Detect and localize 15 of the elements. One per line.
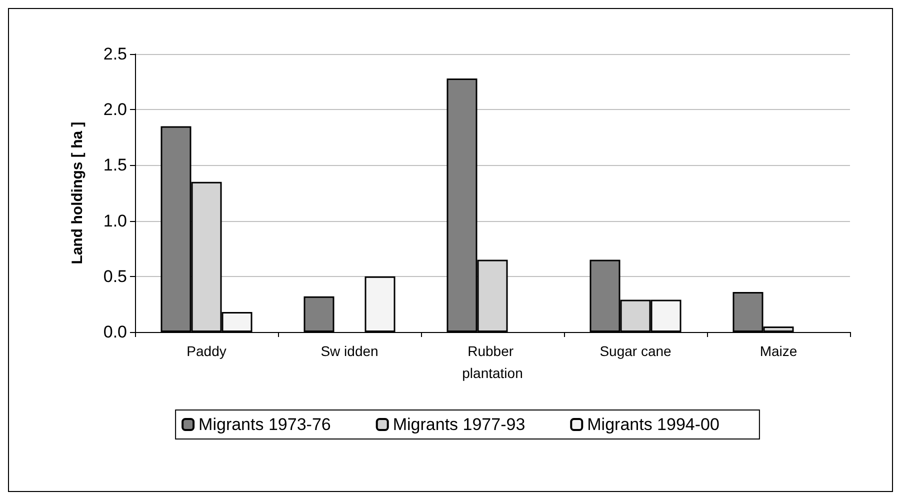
legend-label: Migrants 1973-76	[198, 415, 331, 434]
y-axis-title: Land holdings [ ha ]	[69, 122, 86, 264]
x-tick-label: Maize	[760, 343, 798, 359]
x-tick-label: Paddy	[186, 343, 226, 359]
legend-label: Migrants 1994-00	[587, 415, 720, 434]
y-tick-label: 0.5	[103, 266, 127, 286]
y-tick-label: 0.0	[103, 322, 127, 342]
x-tick-label: Sw idden	[320, 343, 378, 359]
y-tick-label: 1.0	[103, 211, 127, 230]
x-tick-label: Rubber plantation	[462, 343, 523, 381]
y-tick-label: 1.5	[103, 156, 127, 175]
y-tick-label: 2.0	[103, 100, 127, 120]
y-tick-label: 2.5	[103, 44, 127, 64]
legend-label: Migrants 1977-93	[392, 415, 526, 434]
x-tick-label: Sugar cane	[600, 343, 672, 359]
